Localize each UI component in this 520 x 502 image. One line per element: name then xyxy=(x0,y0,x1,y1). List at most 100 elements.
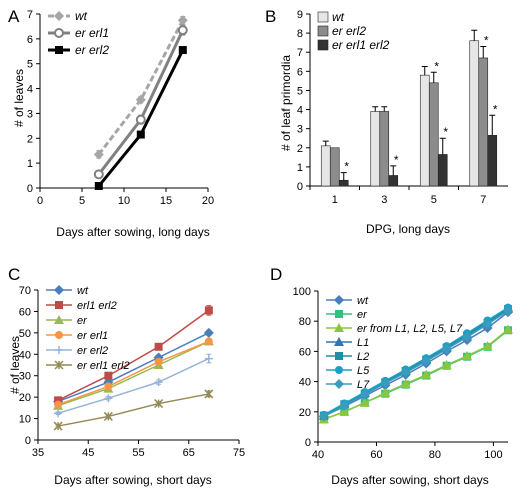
y-tick-label: 70 xyxy=(19,285,31,297)
bar xyxy=(419,74,430,187)
legend-entry: L7 xyxy=(326,379,370,391)
series-wt xyxy=(93,15,188,160)
panel-b-y-axis-label: # of leaf primordia xyxy=(279,55,293,151)
data-point xyxy=(94,182,103,191)
legend-marker xyxy=(54,11,64,21)
legend-swatch xyxy=(317,39,329,51)
legend-label: er erl2 xyxy=(332,24,366,38)
data-point xyxy=(178,46,187,55)
y-tick-label: 60 xyxy=(19,306,31,318)
x-tick-label: 3 xyxy=(381,194,387,206)
y-tick-label: 5 xyxy=(27,59,33,71)
y-tick-label: 20 xyxy=(19,392,31,404)
data-point xyxy=(135,94,146,105)
x-tick-label: 1 xyxy=(332,194,338,206)
legend-label: L7 xyxy=(357,379,370,391)
error-bar xyxy=(430,71,437,83)
panel-d-line-chart: D 0 20 40 60 80 100 40 60 80 100 wt er er from L1, L… xyxy=(270,265,513,487)
data-point xyxy=(154,378,163,387)
error-bar xyxy=(439,137,446,155)
y-tick-label: 0 xyxy=(27,183,33,195)
error-bar xyxy=(381,106,388,112)
data-point xyxy=(503,324,513,334)
y-tick-label: 80 xyxy=(299,316,311,328)
panel-d-label: D xyxy=(270,265,282,284)
data-point xyxy=(482,319,493,330)
y-tick-label: 8 xyxy=(297,28,303,40)
x-tick-label: 7 xyxy=(480,194,486,206)
series-line-er xyxy=(323,329,509,421)
series-er-erl1-erl2 xyxy=(53,389,214,431)
series-line-wt xyxy=(57,332,210,403)
data-point xyxy=(177,15,188,26)
x-tick-label: 5 xyxy=(431,194,437,206)
legend-marker xyxy=(54,360,64,370)
legend-marker xyxy=(335,310,343,318)
bar xyxy=(428,82,439,187)
data-point xyxy=(204,354,213,363)
y-tick-label: 9 xyxy=(297,9,303,21)
data-point xyxy=(204,306,213,315)
error-bar xyxy=(372,106,379,112)
significance-star: * xyxy=(394,153,399,167)
data-point xyxy=(359,389,370,400)
y-tick-label: 6 xyxy=(297,66,303,78)
y-tick-label: 4 xyxy=(27,84,33,96)
data-point xyxy=(103,411,113,421)
x-tick-label: 15 xyxy=(160,195,172,207)
y-tick-label: 7 xyxy=(27,9,33,21)
panel-c-line-chart: C 0 10 20 30 40 50 60 70 35 45 55 65 75 wt erl1 erl2 er… xyxy=(8,265,245,487)
x-tick-label: 35 xyxy=(32,447,44,459)
data-point xyxy=(441,344,452,355)
y-tick-label: 3 xyxy=(297,124,303,136)
legend-entry: er xyxy=(326,309,368,321)
series-line-er-erl2 xyxy=(57,357,210,414)
legend-label: er erl1 erl2 xyxy=(332,38,390,52)
legend-marker xyxy=(335,352,343,360)
error-bar xyxy=(421,66,428,76)
bar xyxy=(370,111,381,187)
legend-marker xyxy=(334,295,344,305)
series-l5 xyxy=(319,303,512,419)
legend-swatch xyxy=(317,25,329,37)
data-point xyxy=(318,411,329,422)
x-tick-label: 100 xyxy=(484,449,502,461)
x-tick-label: 60 xyxy=(370,449,382,461)
y-tick-label: 7 xyxy=(297,47,303,59)
error-bar xyxy=(489,114,496,136)
legend-marker xyxy=(55,331,63,339)
data-point xyxy=(54,409,63,418)
legend-marker xyxy=(55,46,63,54)
error-bar xyxy=(340,172,347,181)
error-bar xyxy=(390,165,397,176)
data-point xyxy=(204,337,213,346)
series-er-erl2 xyxy=(94,46,187,191)
y-tick-label: 2 xyxy=(27,133,33,145)
series-er xyxy=(319,326,512,424)
series-l7 xyxy=(318,305,513,422)
error-bar xyxy=(322,140,329,146)
panel-c-y-axis-label: # of leaves xyxy=(8,336,22,394)
legend-entry: er erl1 erl2 xyxy=(46,360,130,372)
data-point xyxy=(400,378,411,388)
series-line-er-erl1-erl2 xyxy=(57,393,209,427)
data-point xyxy=(54,396,63,405)
significance-star: * xyxy=(344,160,349,174)
legend-marker xyxy=(54,28,64,38)
bar xyxy=(478,57,489,187)
y-tick-label: 50 xyxy=(19,328,31,340)
x-tick-label: 10 xyxy=(118,195,130,207)
data-point xyxy=(380,378,391,389)
data-point xyxy=(53,421,63,431)
legend-entry: er erl1 xyxy=(46,330,108,342)
significance-star: * xyxy=(484,33,489,47)
y-tick-label: 6 xyxy=(27,34,33,46)
panel-b-label: B xyxy=(265,7,276,26)
data-point xyxy=(54,400,63,409)
panel-a-y-axis-label: # of leaves xyxy=(12,69,26,127)
series-line-er-from-l1-l2-l5-l7 xyxy=(323,328,509,421)
legend-entry: er xyxy=(46,315,88,327)
bar xyxy=(388,175,399,187)
legend-marker xyxy=(334,323,344,332)
